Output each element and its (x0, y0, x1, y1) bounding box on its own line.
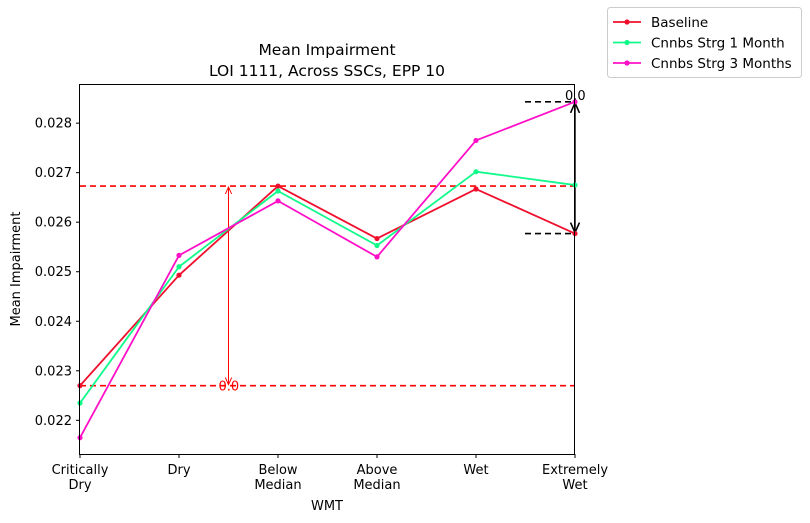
series-point (374, 254, 380, 260)
x-tick-label: Below (258, 463, 297, 478)
y-tick-label: 0.027 (35, 166, 72, 181)
y-axis-title: Mean Impairment (9, 212, 24, 327)
series-1 (77, 183, 578, 389)
series-line (79, 170, 576, 404)
y-axis-ticks: 0.022 0.023 0.024 0.025 0.026 0.027 0.028 (35, 117, 80, 429)
series-point (176, 272, 182, 278)
legend-swatch-marker (624, 39, 630, 46)
range-annotations: 0.0 0.0 (80, 89, 586, 395)
series-point (275, 198, 281, 204)
series-point (374, 242, 380, 249)
x-tick-label: Above (357, 463, 398, 478)
y-tick-label: 0.025 (35, 265, 72, 280)
chart-subtitle: LOI 1111, Across SSCs, EPP 10 (209, 62, 445, 80)
series-point (176, 264, 182, 270)
series-point (473, 169, 479, 175)
y-tick-label: 0.024 (35, 315, 72, 330)
series-layer (77, 99, 578, 441)
black-span-label: 0.0 (565, 89, 586, 104)
x-tick-label: Critically (52, 463, 109, 478)
series-line (79, 185, 576, 387)
chart-title-group: Mean Impairment LOI 1111, Across SSCs, E… (209, 41, 445, 80)
series-point (374, 235, 380, 242)
x-axis-title: WMT (311, 499, 343, 514)
x-tick-label: Wet (562, 478, 587, 493)
x-tick-label: Wet (463, 463, 488, 478)
series-line (79, 101, 576, 439)
x-tick-label: Dry (68, 478, 91, 493)
legend-label: Baseline (651, 15, 708, 31)
chart-title: Mean Impairment (258, 41, 395, 59)
plot-frame (79, 84, 575, 455)
legend-frame (607, 7, 802, 78)
y-tick-label: 0.028 (35, 117, 72, 132)
series-3 (77, 99, 578, 441)
legend-swatch-marker (624, 60, 630, 66)
legend-label: Cnnbs Strg 3 Months (651, 56, 792, 72)
red-span-label: 0.0 (219, 380, 240, 395)
y-tick-label: 0.022 (35, 414, 72, 429)
legend: Baseline Cnnbs Strg 1 Month Cnnbs Strg 3 M… (607, 7, 802, 78)
x-tick-label: Median (254, 478, 301, 493)
series-point (176, 252, 182, 258)
legend-label: Cnnbs Strg 1 Month (651, 36, 785, 52)
x-tick-label: Dry (167, 463, 190, 478)
series-point (275, 188, 281, 194)
legend-swatch-marker (624, 19, 630, 25)
x-tick-label: Extremely (542, 463, 608, 478)
series-point (473, 137, 479, 144)
series-2 (77, 169, 578, 406)
x-tick-label: Median (353, 478, 400, 493)
y-tick-label: 0.023 (35, 364, 72, 379)
series-point (473, 186, 479, 192)
y-tick-label: 0.026 (35, 216, 72, 231)
series-point (275, 183, 281, 189)
